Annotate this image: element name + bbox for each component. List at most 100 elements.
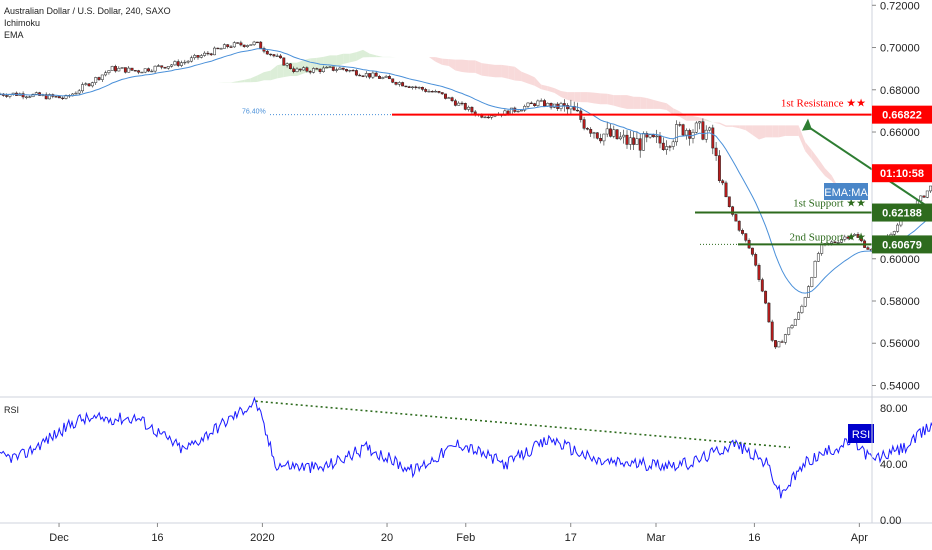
candle-body xyxy=(38,92,42,96)
resistance-price-badge xyxy=(872,105,932,124)
candle-body xyxy=(651,134,655,138)
ichimoku-cloud-segment xyxy=(283,62,291,78)
rsi-tick-label: 40.00 xyxy=(880,459,908,471)
candle-body xyxy=(546,102,550,107)
support2-label: 2nd Support ★★ xyxy=(789,231,866,243)
candle-body xyxy=(34,92,38,95)
candle-body xyxy=(404,85,408,88)
candle-body xyxy=(394,82,398,85)
y-tick-label: 0.66000 xyxy=(880,127,920,139)
candle-body xyxy=(246,45,249,47)
ichimoku-cloud-segment xyxy=(250,75,258,83)
candle-body xyxy=(206,52,210,55)
candle-body xyxy=(638,138,642,151)
ichimoku-cloud-segment xyxy=(171,90,179,92)
candle-body xyxy=(302,67,306,71)
candle-body xyxy=(61,97,65,99)
countdown-badge-label: 01:10:58 xyxy=(880,168,924,180)
ichimoku-cloud-segment xyxy=(528,74,535,86)
candle-body xyxy=(437,90,441,93)
candle-body xyxy=(764,290,768,304)
candle-body xyxy=(74,92,78,95)
candle-body xyxy=(549,102,553,108)
candle-body xyxy=(849,235,853,239)
candle-body xyxy=(295,68,299,72)
y-tick-label: 0.70000 xyxy=(880,43,920,55)
ichimoku-cloud-segment xyxy=(613,95,621,108)
ichimoku-cloud-segment xyxy=(587,92,594,104)
candle-body xyxy=(196,55,200,58)
candle-body xyxy=(107,70,111,73)
y-tick-label: 0.60000 xyxy=(880,254,920,266)
chart-title: Australian Dollar / U.S. Dollar, 240, SA… xyxy=(4,6,171,16)
candle-body xyxy=(189,57,193,62)
candle-body xyxy=(727,196,731,207)
ichimoku-cloud-segment xyxy=(706,119,713,123)
ichimoku-cloud-segment xyxy=(726,125,733,127)
candle-body xyxy=(193,55,197,59)
ichimoku-cloud-segment xyxy=(851,212,858,231)
ichimoku-cloud-segment xyxy=(739,125,746,131)
candle-body xyxy=(351,69,355,72)
candle-body xyxy=(424,89,428,92)
candle-body xyxy=(84,83,88,85)
support2-price-badge xyxy=(872,235,932,254)
ichimoku-cloud-segment xyxy=(534,77,542,90)
ichimoku-cloud-segment xyxy=(547,86,555,93)
candle-body xyxy=(780,341,784,343)
candle-body xyxy=(335,69,339,71)
candle-body xyxy=(54,96,58,98)
ichimoku-cloud-segment xyxy=(818,158,825,176)
ichimoku-cloud-segment xyxy=(191,82,198,86)
candle-body xyxy=(681,124,685,136)
candle-body xyxy=(312,68,315,73)
candle-body xyxy=(358,74,362,77)
ichimoku-cloud-segment xyxy=(541,84,548,91)
rsi-pane: RSI xyxy=(0,396,932,499)
ichimoku-cloud-segment xyxy=(620,95,627,109)
ichimoku-cloud-segment xyxy=(495,64,502,78)
ichimoku-cloud-segment xyxy=(429,57,436,62)
x-tick-label: 16 xyxy=(748,532,760,544)
candle-body xyxy=(820,244,824,254)
candle-body xyxy=(704,129,708,140)
candle-body xyxy=(364,73,368,77)
ichimoku-cloud-segment xyxy=(178,88,185,91)
ichimoku-cloud-segment xyxy=(745,125,753,135)
candle-body xyxy=(846,236,850,239)
candle-body xyxy=(265,50,269,55)
candle-body xyxy=(397,82,401,85)
candle-body xyxy=(602,133,606,142)
candle-body xyxy=(104,72,108,76)
candle-body xyxy=(407,86,411,88)
candle-body xyxy=(147,68,150,72)
candle-body xyxy=(262,48,266,52)
ichimoku-cloud-segment xyxy=(640,96,647,109)
candle-body xyxy=(285,63,289,66)
candle-body xyxy=(143,68,147,73)
candle-body xyxy=(645,133,649,138)
y-tick-label: 0.56000 xyxy=(880,338,920,350)
candle-body xyxy=(133,70,137,72)
candle-body xyxy=(892,231,896,235)
candle-body xyxy=(236,42,240,44)
candle-body xyxy=(589,128,593,134)
rsi-badge-label: RSI xyxy=(852,429,870,441)
ichimoku-cloud-segment xyxy=(323,55,330,70)
candle-body xyxy=(232,42,236,48)
candle-body xyxy=(117,68,121,72)
candle-body xyxy=(516,110,520,113)
candle-body xyxy=(615,129,619,140)
candle-body xyxy=(833,241,837,243)
candle-body xyxy=(836,242,840,244)
candle-body xyxy=(770,321,774,341)
ichimoku-cloud xyxy=(85,49,858,231)
candle-body xyxy=(585,128,589,130)
price-levels: 76.40% 1st Resistance ★★ 1st Support ★★ 2nd… xyxy=(242,98,932,246)
candle-body xyxy=(750,247,754,255)
rsi-tick-label: 80.00 xyxy=(880,403,908,415)
candle-body xyxy=(64,95,68,99)
candle-body xyxy=(483,116,487,119)
candle-body xyxy=(44,94,48,100)
candle-body xyxy=(754,254,758,266)
